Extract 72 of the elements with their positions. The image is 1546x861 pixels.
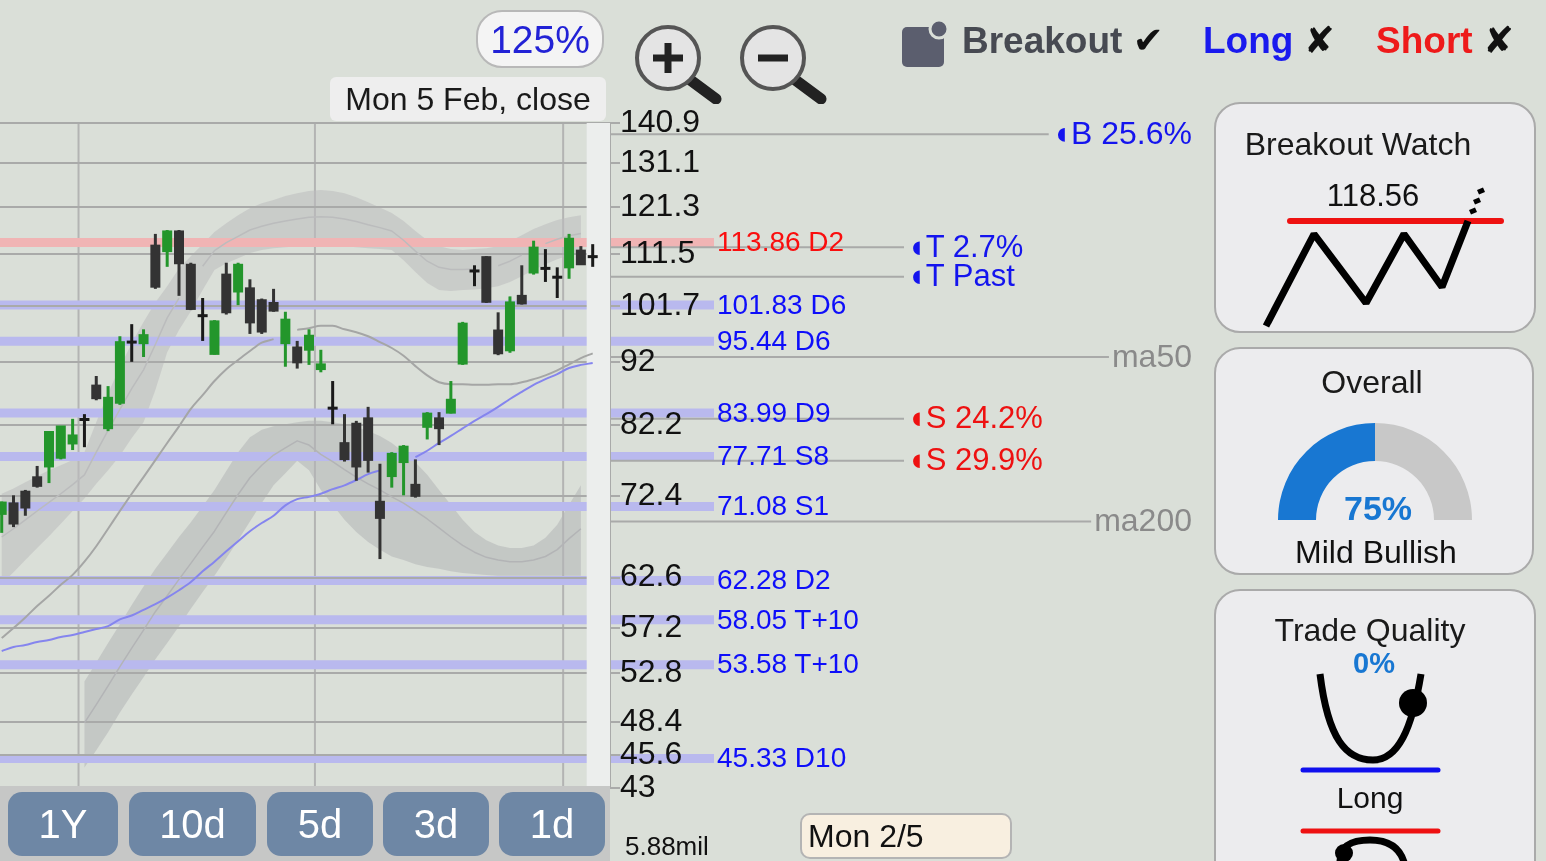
ref-line-label: ◖S 29.9% bbox=[907, 442, 1043, 478]
candlestick bbox=[540, 249, 551, 282]
candlestick bbox=[91, 376, 102, 401]
y-tick-label: 72.4 bbox=[620, 475, 683, 512]
ref-line-label: ◖B 25.6% bbox=[1051, 115, 1192, 152]
text: Mild Bullish bbox=[1295, 534, 1457, 570]
text: 5d bbox=[297, 802, 343, 846]
candlestick bbox=[410, 459, 421, 498]
candlestick bbox=[445, 381, 456, 414]
y-tick-label: 82.2 bbox=[620, 404, 683, 441]
ref-line-label: 53.58 T+10 bbox=[717, 648, 859, 680]
candlestick bbox=[126, 324, 137, 362]
text: 118.56 bbox=[1326, 177, 1420, 213]
candlestick bbox=[374, 463, 385, 561]
candlestick bbox=[315, 348, 326, 373]
ref-line-label: 62.28 D2 bbox=[717, 564, 831, 596]
candlestick bbox=[587, 244, 598, 267]
candlestick bbox=[197, 298, 208, 341]
candlestick bbox=[67, 417, 78, 452]
text: 75% bbox=[1343, 489, 1413, 527]
candlestick bbox=[398, 445, 409, 496]
y-tick-label: 101.7 bbox=[620, 285, 701, 322]
text: Overall bbox=[1321, 364, 1423, 400]
y-tick-label: 62.6 bbox=[620, 557, 683, 594]
candlestick bbox=[339, 414, 350, 462]
candlestick bbox=[327, 381, 338, 425]
y-tick-label: 121.3 bbox=[620, 186, 701, 223]
ref-line-label: ◖S 24.2% bbox=[907, 400, 1043, 436]
text: Mon 5 Feb, close bbox=[345, 81, 591, 117]
candlestick bbox=[138, 329, 149, 357]
y-tick-label: 131.1 bbox=[620, 143, 701, 180]
y-tick-label: 57.2 bbox=[620, 607, 683, 644]
text: Mon 2/5 bbox=[808, 818, 924, 854]
ref-line-label: 83.99 D9 bbox=[717, 396, 831, 428]
candlestick bbox=[552, 267, 563, 299]
candlestick bbox=[162, 230, 173, 267]
text: 10d bbox=[159, 802, 226, 846]
candlestick bbox=[434, 412, 445, 447]
ref-line-label: 77.71 S8 bbox=[717, 440, 830, 472]
ref-line-label: 45.33 D10 bbox=[717, 742, 847, 774]
candlestick bbox=[516, 265, 527, 305]
ref-line-label: 95.44 D6 bbox=[717, 324, 831, 356]
candlestick bbox=[79, 414, 90, 449]
text: Long ✘ bbox=[1203, 20, 1335, 61]
candlestick bbox=[422, 412, 433, 440]
ref-line-label: 71.08 S1 bbox=[717, 490, 830, 522]
y-tick-label: 92 bbox=[620, 341, 656, 378]
y-tick-label: 52.8 bbox=[620, 652, 683, 689]
ref-line-label: 58.05 T+10 bbox=[717, 603, 859, 635]
text: 125% bbox=[490, 17, 590, 61]
text: 5.88mil bbox=[625, 831, 709, 861]
text: 0% bbox=[1353, 646, 1395, 679]
y-tick-label: 140.9 bbox=[620, 102, 701, 139]
text: 1d bbox=[529, 802, 575, 846]
candlestick bbox=[304, 329, 315, 365]
candlestick bbox=[469, 265, 480, 288]
text: Trade Quality bbox=[1274, 612, 1466, 648]
ref-line-label: 101.83 D6 bbox=[717, 288, 847, 320]
ref-line-label: ma50 bbox=[1111, 337, 1192, 374]
y-tick-label: 111.5 bbox=[620, 233, 696, 270]
candlestick bbox=[268, 287, 279, 312]
text: Breakout Watch bbox=[1244, 126, 1472, 162]
text: 3d bbox=[413, 802, 459, 846]
candlestick bbox=[32, 464, 43, 488]
ref-line-label: 113.86 D2 bbox=[717, 226, 845, 258]
text: Short ✘ bbox=[1376, 20, 1514, 61]
text: Breakout ✔ bbox=[962, 20, 1164, 61]
text: 1Y bbox=[38, 802, 88, 846]
ref-line-label: ma200 bbox=[1094, 502, 1192, 539]
text: Long bbox=[1336, 781, 1404, 814]
candlestick bbox=[575, 246, 586, 266]
candlestick bbox=[292, 339, 303, 369]
